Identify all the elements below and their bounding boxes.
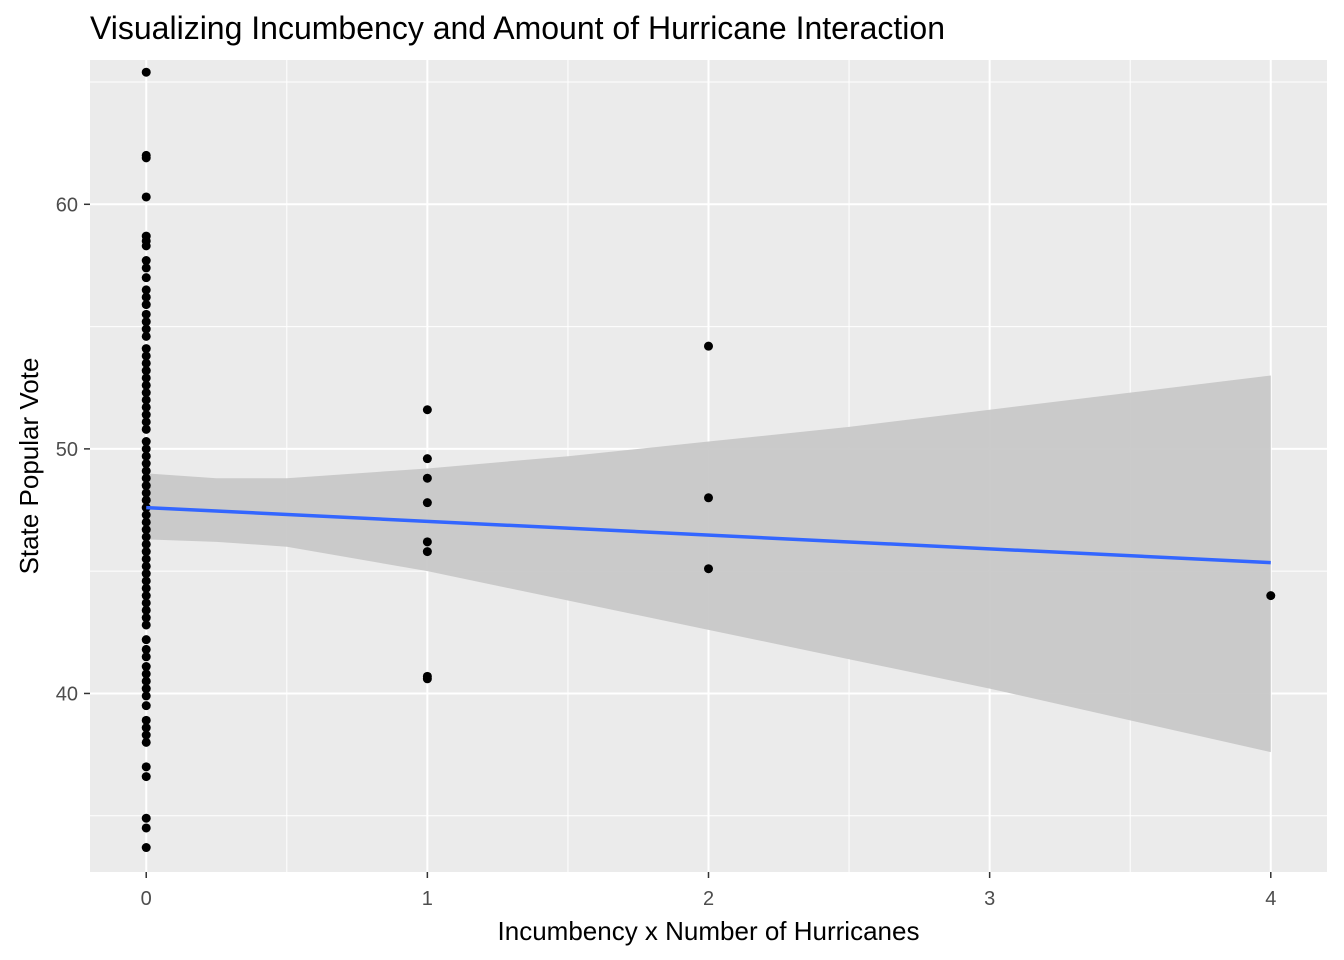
y-tick-label: 60 <box>56 194 78 216</box>
data-point <box>141 380 151 390</box>
data-point <box>704 564 713 574</box>
data-point <box>141 598 151 608</box>
data-point <box>141 517 151 527</box>
x-tick-label: 2 <box>703 888 714 910</box>
data-point <box>141 510 151 520</box>
y-tick-label: 50 <box>56 439 78 461</box>
x-tick-label: 1 <box>422 888 433 910</box>
data-point <box>141 324 151 334</box>
data-point <box>141 532 151 542</box>
data-point <box>141 192 151 202</box>
data-point <box>141 473 151 483</box>
data-point <box>422 547 432 557</box>
data-point <box>141 613 151 623</box>
data-point <box>141 292 151 302</box>
data-point <box>141 358 151 368</box>
data-point <box>141 652 151 662</box>
data-point <box>141 263 151 273</box>
data-point <box>141 684 151 694</box>
data-point <box>141 309 151 319</box>
data-point <box>422 405 432 415</box>
data-point <box>141 373 151 383</box>
data-point <box>141 300 151 310</box>
data-point <box>141 317 151 327</box>
data-point <box>141 481 151 491</box>
data-point <box>141 344 151 354</box>
regression-line <box>146 505 1271 565</box>
data-point <box>141 730 151 740</box>
data-point <box>141 444 151 454</box>
data-point <box>141 67 151 77</box>
data-point <box>141 256 151 266</box>
data-point <box>141 417 151 427</box>
data-point <box>141 402 151 412</box>
data-point <box>1266 591 1276 601</box>
data-point <box>141 153 151 163</box>
data-point <box>704 493 713 503</box>
data-point <box>141 762 151 772</box>
data-point <box>141 388 151 398</box>
x-tick-label: 0 <box>141 888 152 910</box>
data-point <box>422 473 432 483</box>
data-point <box>141 715 151 725</box>
data-point <box>141 561 151 571</box>
data-point <box>141 495 151 505</box>
data-point <box>141 285 151 295</box>
x-axis-label: Incumbency x Number of Hurricanes <box>498 916 920 946</box>
data-point <box>141 351 151 361</box>
data-point <box>141 843 151 853</box>
data-point <box>141 669 151 679</box>
y-axis-label: State Popular Vote <box>14 358 44 575</box>
data-point <box>141 554 151 564</box>
x-tick-label: 3 <box>984 888 995 910</box>
data-point <box>141 605 151 615</box>
data-point <box>141 583 151 593</box>
data-point <box>141 576 151 586</box>
data-point <box>141 723 151 733</box>
data-point <box>422 454 432 464</box>
data-point <box>141 424 151 434</box>
data-point <box>141 635 151 645</box>
x-tick-label: 4 <box>1265 888 1276 910</box>
data-point <box>422 674 432 684</box>
data-point <box>141 466 151 476</box>
data-point <box>141 366 151 376</box>
data-point <box>141 395 151 405</box>
data-point <box>141 488 151 498</box>
y-tick-label: 40 <box>56 683 78 705</box>
data-point <box>141 410 151 420</box>
data-point <box>141 241 151 251</box>
data-point <box>141 823 151 833</box>
data-point <box>422 498 432 508</box>
confidence-band <box>146 375 1271 753</box>
data-point <box>141 591 151 601</box>
data-point <box>141 273 151 283</box>
data-point <box>141 459 151 469</box>
data-point <box>141 525 151 535</box>
data-point <box>141 331 151 341</box>
data-point <box>141 437 151 447</box>
data-point <box>141 691 151 701</box>
data-point <box>422 537 432 547</box>
data-point <box>141 701 151 711</box>
data-point <box>141 662 151 672</box>
data-point <box>141 451 151 461</box>
data-point <box>141 813 151 823</box>
y-axis-ticks: 40 50 60 <box>56 194 90 705</box>
data-point <box>141 539 151 549</box>
data-point <box>141 772 151 782</box>
data-point <box>141 547 151 557</box>
data-points <box>141 67 1276 853</box>
data-point <box>141 676 151 686</box>
data-point <box>141 620 151 630</box>
data-point <box>141 569 151 579</box>
data-point <box>141 644 151 654</box>
x-axis-ticks: 0 1 2 3 4 <box>141 872 1276 910</box>
data-point <box>141 737 151 747</box>
chart-title: Visualizing Incumbency and Amount of Hur… <box>90 10 945 46</box>
data-point <box>704 341 713 351</box>
